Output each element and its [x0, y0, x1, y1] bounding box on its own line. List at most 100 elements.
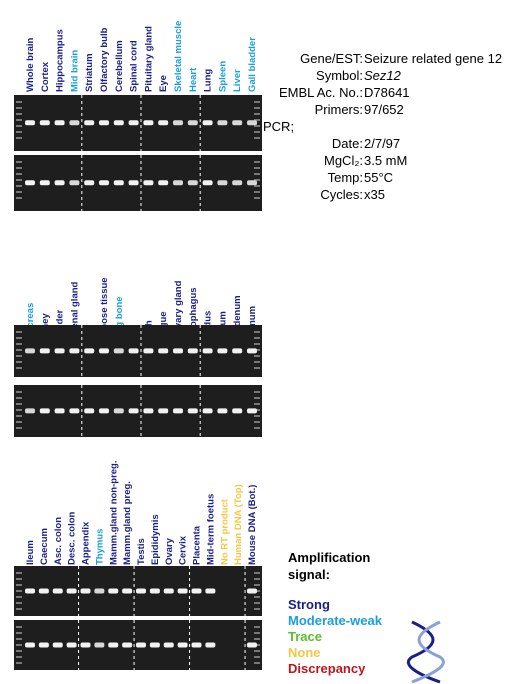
- band: [173, 408, 183, 414]
- band: [39, 120, 50, 126]
- band: [54, 180, 65, 186]
- lane-label: Appendix: [81, 521, 92, 565]
- band: [187, 180, 198, 186]
- band: [113, 408, 124, 414]
- info-value: 55°C: [364, 170, 393, 185]
- gel-image: [14, 325, 262, 377]
- lane-label: Liver: [232, 69, 243, 92]
- band: [94, 588, 105, 594]
- band: [173, 180, 183, 186]
- lane-label: Olfactory bulb: [99, 27, 110, 92]
- lane-label: Spleen: [217, 61, 228, 92]
- ladder-band: [16, 361, 22, 363]
- ladder-band: [16, 343, 22, 345]
- ladder-band: [254, 119, 260, 121]
- lane-label: Mid brain: [69, 50, 80, 92]
- lane-label: Human DNA (Top): [233, 484, 244, 565]
- band: [38, 588, 49, 594]
- ladder-band: [254, 415, 260, 417]
- band: [84, 348, 95, 354]
- band: [158, 120, 169, 126]
- lane-label: Duodenum: [232, 295, 243, 345]
- band: [247, 180, 257, 186]
- band: [54, 120, 65, 126]
- legend-item: Trace: [288, 629, 322, 644]
- ladder-band: [254, 349, 260, 351]
- band: [177, 588, 188, 594]
- ladder-band: [16, 656, 22, 658]
- info-value: D78641: [364, 85, 410, 100]
- info-value: Sez12: [364, 68, 402, 83]
- legend-item: Moderate-weak: [288, 613, 383, 628]
- lane-label: Adrenal gland: [69, 281, 80, 345]
- lane-label: Whole brain: [25, 37, 36, 92]
- ladder-band: [16, 572, 22, 574]
- band: [247, 588, 257, 594]
- band: [25, 642, 35, 648]
- band: [54, 348, 65, 354]
- ladder-band: [16, 626, 22, 628]
- info-key: PCR;: [263, 119, 294, 134]
- band: [122, 588, 133, 594]
- band: [202, 120, 213, 126]
- band: [25, 180, 35, 186]
- ladder-band: [16, 173, 22, 175]
- ladder-band: [16, 421, 22, 423]
- ladder-band: [16, 331, 22, 333]
- ladder-band: [254, 602, 260, 604]
- band: [84, 408, 95, 414]
- info-key: Primers:: [315, 102, 363, 117]
- lane-label: Mouse DNA (Bot.): [247, 485, 258, 565]
- ladder-band: [254, 608, 260, 610]
- ladder-band: [254, 191, 260, 193]
- info-value: 3.5 mM: [364, 153, 407, 168]
- lane-label: Epididymis: [150, 514, 161, 565]
- ladder-band: [254, 167, 260, 169]
- ladder-band: [16, 397, 22, 399]
- ladder-band: [16, 415, 22, 417]
- gel-image: [14, 620, 262, 670]
- band: [187, 120, 198, 126]
- info-value: Seizure related gene 12: [364, 51, 502, 66]
- ladder-band: [16, 632, 22, 634]
- ladder-band: [16, 185, 22, 187]
- band: [54, 408, 65, 414]
- lane-label: Cerebellum: [114, 40, 125, 92]
- gel-image: [14, 155, 262, 211]
- band: [113, 120, 124, 126]
- ladder-band: [16, 113, 22, 115]
- ladder-band: [16, 602, 22, 604]
- ladder-band: [16, 638, 22, 640]
- band: [84, 120, 95, 126]
- band: [202, 348, 213, 354]
- lane-label: Thymus: [94, 529, 105, 565]
- band: [39, 408, 50, 414]
- band: [39, 180, 50, 186]
- band: [187, 408, 198, 414]
- lane-label: Ovary: [164, 537, 175, 565]
- band: [99, 348, 109, 354]
- band: [113, 348, 124, 354]
- band: [247, 642, 257, 648]
- lane-label: Mamm.gland non-preg.: [108, 461, 119, 566]
- lane-label: Gall bladder: [247, 37, 258, 92]
- ladder-band: [16, 167, 22, 169]
- band: [247, 408, 257, 414]
- info-key: EMBL Ac. No.:: [279, 85, 363, 100]
- ladder-band: [16, 596, 22, 598]
- band: [66, 642, 77, 648]
- info-key: Temp:: [328, 170, 363, 185]
- band: [143, 180, 154, 186]
- band: [113, 180, 124, 186]
- ladder-band: [254, 137, 260, 139]
- ladder-band: [16, 337, 22, 339]
- ladder-band: [16, 608, 22, 610]
- band: [99, 408, 109, 414]
- band: [99, 180, 109, 186]
- legend-title: signal:: [288, 567, 330, 582]
- lane-label: Testis: [136, 538, 147, 565]
- ladder-band: [254, 331, 260, 333]
- ladder-band: [16, 349, 22, 351]
- lane-label: Striatum: [84, 53, 95, 92]
